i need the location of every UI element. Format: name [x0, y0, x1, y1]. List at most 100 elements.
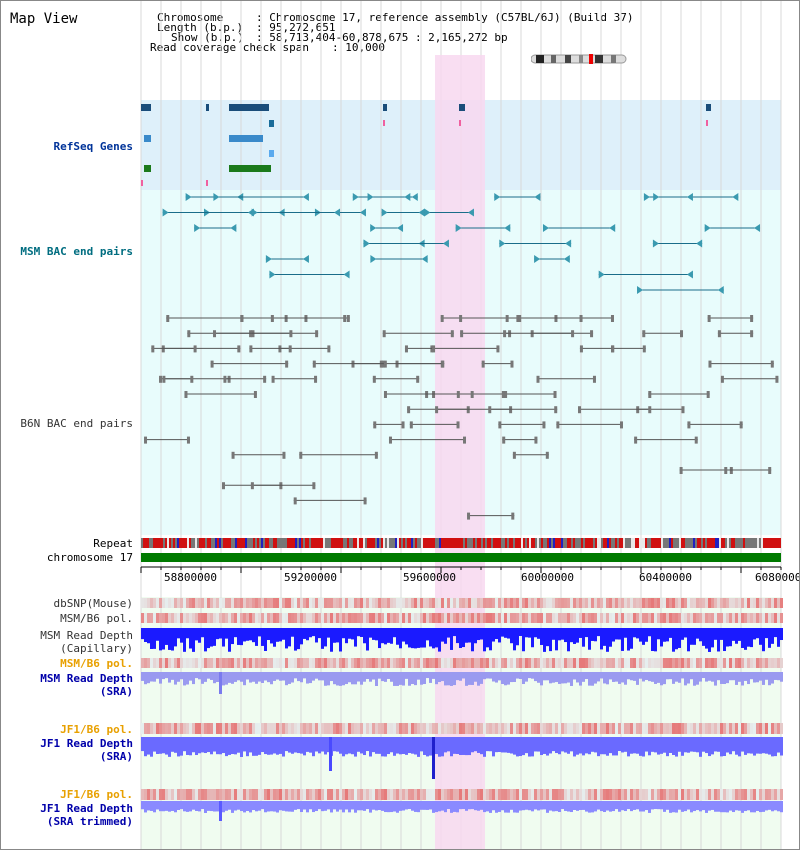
repeat-mark: [265, 538, 267, 548]
chromosome-ideogram[interactable]: [531, 54, 627, 64]
snp-cell: [696, 789, 699, 800]
snp-cell: [696, 658, 699, 668]
snp-cell: [663, 789, 666, 800]
depth-bar: [699, 628, 702, 642]
bac-end: [432, 345, 436, 353]
depth-bar: [735, 628, 738, 644]
depth-bar: [684, 737, 687, 753]
bac-end: [223, 375, 227, 383]
snp-cell: [294, 613, 297, 623]
depth-bar: [435, 672, 438, 685]
track-label-msm-depth-cap[interactable]: MSM Read Depth: [40, 629, 133, 642]
snp-cell: [270, 789, 273, 800]
snp-cell: [663, 613, 666, 623]
depth-bar: [744, 801, 747, 812]
depth-bar: [213, 672, 216, 684]
repeat-mark: [479, 538, 481, 548]
repeat-mark: [729, 538, 731, 548]
track-label-repeat[interactable]: Repeat: [93, 537, 133, 550]
depth-bar: [300, 801, 303, 813]
depth-bar: [186, 737, 189, 755]
snp-cell: [459, 613, 462, 623]
snp-cell: [735, 789, 738, 800]
depth-bar: [498, 801, 501, 812]
snp-cell: [411, 613, 414, 623]
snp-cell: [225, 658, 228, 668]
depth-bar: [294, 672, 297, 679]
snp-cell: [738, 789, 741, 800]
depth-bar: [396, 672, 399, 686]
snp-cell: [765, 789, 768, 800]
depth-bar: [390, 672, 393, 682]
snp-cell: [369, 598, 372, 608]
snp-cell: [294, 658, 297, 668]
snp-cell: [408, 598, 411, 608]
depth-bar: [399, 628, 402, 649]
snp-cell: [387, 658, 390, 668]
repeat-mark: [147, 538, 149, 548]
snp-cell: [609, 789, 612, 800]
depth-bar: [225, 628, 228, 639]
repeat-mark: [421, 538, 423, 548]
depth-bar: [468, 801, 471, 810]
depth-bar: [543, 801, 546, 810]
track-label-jf1-b6-pol-2[interactable]: JF1/B6 pol.: [60, 788, 133, 801]
bac-end: [397, 224, 404, 232]
track-label-chromosome[interactable]: chromosome 17: [46, 551, 133, 564]
depth-bar: [642, 801, 645, 812]
depth-bar: [420, 737, 423, 752]
snp-cell: [453, 723, 456, 734]
track-label-jf1-depth[interactable]: JF1 Read Depth: [40, 737, 133, 750]
track-label-dbsnp[interactable]: dbSNP(Mouse): [53, 597, 133, 610]
track-label-msm-b6-pol-2[interactable]: MSM/B6 pol.: [60, 657, 133, 670]
depth-bar: [537, 737, 540, 752]
track-label-refseq[interactable]: RefSeq Genes: [53, 140, 133, 153]
snp-cell: [657, 658, 660, 668]
snp-cell: [150, 723, 153, 734]
repeat-mark: [655, 538, 657, 548]
depth-bar: [732, 737, 735, 752]
depth-bar: [531, 672, 534, 679]
snp-cell: [321, 723, 324, 734]
snp-cell: [147, 598, 150, 608]
snp-cell: [282, 789, 285, 800]
snp-cell: [174, 598, 177, 608]
snp-cell: [336, 658, 339, 668]
snp-cell: [507, 723, 510, 734]
depth-bar: [303, 628, 306, 639]
repeat-mark: [375, 538, 377, 548]
track-label-msm-b6-pol[interactable]: MSM/B6 pol.: [60, 612, 133, 625]
depth-bar: [555, 801, 558, 812]
snp-cell: [606, 658, 609, 668]
track-label-jf1-trim[interactable]: JF1 Read Depth: [40, 802, 133, 815]
depth-bar: [522, 672, 525, 685]
depth-bar: [699, 801, 702, 812]
snp-cell: [654, 723, 657, 734]
depth-bar: [543, 737, 546, 754]
track-label-msm-depth-sra[interactable]: MSM Read Depth: [40, 672, 133, 685]
repeat-mark: [235, 538, 237, 548]
snp-cell: [273, 613, 276, 623]
track-label-b6n-bac[interactable]: B6N BAC end pairs: [20, 417, 133, 430]
snp-cell: [642, 789, 645, 800]
snp-cell: [537, 658, 540, 668]
snp-cell: [219, 613, 222, 623]
bac-end: [481, 360, 485, 368]
snp-cell: [774, 789, 777, 800]
snp-cell: [330, 598, 333, 608]
depth-bar: [393, 672, 396, 686]
bac-end: [704, 224, 711, 232]
snp-cell: [210, 658, 213, 668]
snp-cell: [498, 598, 501, 608]
snp-cell: [600, 613, 603, 623]
track-label-jf1-b6-pol[interactable]: JF1/B6 pol.: [60, 723, 133, 736]
snp-cell: [738, 658, 741, 668]
snp-cell: [417, 789, 420, 800]
depth-bar: [720, 672, 723, 684]
depth-bar: [669, 801, 672, 813]
track-label-msm-bac[interactable]: MSM BAC end pairs: [20, 245, 133, 258]
snp-cell: [432, 658, 435, 668]
snp-cell: [528, 723, 531, 734]
repeat-mark: [583, 538, 585, 548]
